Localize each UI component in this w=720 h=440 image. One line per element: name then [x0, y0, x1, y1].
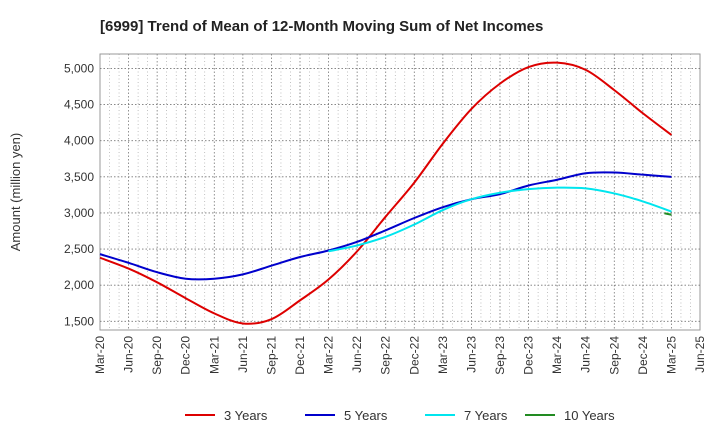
x-tick-label: Mar-25	[664, 336, 678, 374]
y-tick-label: 3,000	[64, 206, 94, 220]
x-tick-label: Mar-20	[93, 336, 107, 374]
series-line-7-years	[328, 186, 672, 253]
y-tick-label: 5,000	[64, 61, 94, 75]
y-tick-label: 4,000	[64, 134, 94, 148]
series-line-10-years	[664, 212, 672, 216]
series-line-5-years	[99, 171, 672, 281]
series-lines	[99, 61, 673, 325]
x-tick-label: Mar-22	[322, 336, 336, 374]
x-tick-label: Jun-22	[350, 336, 364, 373]
x-tick-label: Jun-20	[122, 336, 136, 373]
x-tick-label: Sep-22	[379, 336, 393, 375]
x-tick-label: Dec-24	[636, 336, 650, 375]
x-tick-label: Mar-23	[436, 336, 450, 374]
y-axis-label: Amount (million yen)	[8, 133, 23, 252]
x-tick-label: Sep-20	[150, 336, 164, 375]
x-tick-label: Dec-23	[522, 336, 536, 375]
y-tick-label: 2,500	[64, 242, 94, 256]
legend: 3 Years 5 Years 7 Years 10 Years	[185, 408, 615, 423]
legend-label-10-years: 10 Years	[564, 408, 615, 423]
x-tick-label: Mar-24	[550, 336, 564, 374]
x-tick-label: Jun-25	[693, 336, 707, 373]
y-tick-label: 4,500	[64, 98, 94, 112]
x-tick-label: Sep-24	[607, 336, 621, 375]
x-tick-label: Jun-21	[236, 336, 250, 373]
series-line-3-years	[99, 61, 673, 325]
x-tick-label: Mar-21	[207, 336, 221, 374]
x-tick-label: Jun-24	[579, 336, 593, 373]
x-tick-label: Sep-21	[264, 336, 278, 375]
x-axis-ticks: Mar-20 Jun-20 Sep-20 Dec-20 Mar-21 Jun-21 Sep-…	[93, 336, 707, 375]
chart-title: [6999] Trend of Mean of 12-Month Moving …	[100, 18, 543, 35]
y-axis-ticks: 1,500 2,000 2,500 3,000 3,500 4,000 4,500 5,000	[64, 61, 94, 328]
y-tick-label: 1,500	[64, 314, 94, 328]
y-tick-label: 3,500	[64, 170, 94, 184]
legend-label-5-years: 5 Years	[344, 408, 388, 423]
x-tick-label: Dec-21	[293, 336, 307, 375]
x-tick-label: Sep-23	[493, 336, 507, 375]
legend-label-3-years: 3 Years	[224, 408, 268, 423]
y-tick-label: 2,000	[64, 278, 94, 292]
legend-label-7-years: 7 Years	[464, 408, 508, 423]
x-tick-label: Jun-23	[464, 336, 478, 373]
x-tick-label: Dec-20	[179, 336, 193, 375]
x-tick-label: Dec-22	[407, 336, 421, 375]
plot-area	[99, 53, 701, 331]
